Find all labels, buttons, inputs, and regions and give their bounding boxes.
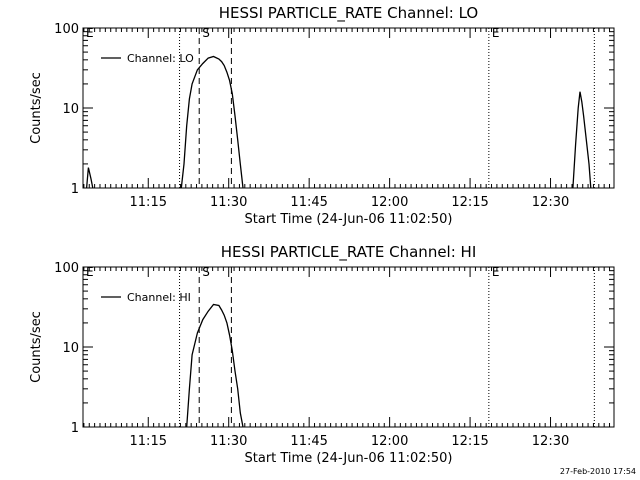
panel1-y-tick-label: 1 xyxy=(71,182,79,197)
panel1-x-tick-label: 11:30 xyxy=(210,195,247,210)
panel1-marker-label: E xyxy=(86,26,94,40)
footer-timestamp: 27-Feb-2010 17:54 xyxy=(560,467,636,476)
panel1-x-tick-label: 11:15 xyxy=(130,195,167,210)
panel1-x-tick-label: 12:15 xyxy=(451,195,488,210)
panel2-x-tick-label: 11:45 xyxy=(290,434,327,449)
panel2-x-tick-label: 11:15 xyxy=(130,434,167,449)
panel1-x-axis-label: Start Time (24-Jun-06 11:02:50) xyxy=(245,212,453,227)
panel1-series-line-segment-1 xyxy=(85,167,94,189)
panel1-x-tick-label: 12:00 xyxy=(371,195,408,210)
panel1-x-tick-label: 12:30 xyxy=(532,195,569,210)
panel2-x-axis-label: Start Time (24-Jun-06 11:02:50) xyxy=(245,451,453,466)
panel1-y-tick-label: 10 xyxy=(62,102,79,117)
panel1-marker-label: S xyxy=(202,26,210,40)
panel2-y-tick-label: 1 xyxy=(71,421,79,436)
panel2-marker-label: S xyxy=(202,265,210,279)
panel1-series-line-segment-2 xyxy=(180,55,244,189)
panel2-y-tick-label: 10 xyxy=(62,341,79,356)
panel2-x-tick-label: 12:30 xyxy=(532,434,569,449)
panel2-x-tick-label: 11:30 xyxy=(210,434,247,449)
panel2-legend-label: Channel: HI xyxy=(127,291,191,304)
panel1-y-tick-label: 100 xyxy=(54,22,79,37)
panel1-series-line-segment-3 xyxy=(572,91,592,189)
panel1-y-axis-label: Counts/sec xyxy=(29,72,44,144)
panel1-marker-label: E xyxy=(492,26,500,40)
panel2-x-tick-label: 12:00 xyxy=(371,434,408,449)
panel1-x-tick-label: 11:45 xyxy=(290,195,327,210)
panel2-y-axis-label: Counts/sec xyxy=(29,311,44,383)
panel2-series-line-segment-1 xyxy=(186,303,244,428)
panel2-marker-label: E xyxy=(86,265,94,279)
panel1-title: HESSI PARTICLE_RATE Channel: LO xyxy=(219,4,478,23)
panel2-marker-label: E xyxy=(492,265,500,279)
panel2-title: HESSI PARTICLE_RATE Channel: HI xyxy=(221,243,477,262)
panel2-x-tick-label: 12:15 xyxy=(451,434,488,449)
panel1-legend-label: Channel: LO xyxy=(127,52,194,65)
panel2-y-tick-label: 100 xyxy=(54,261,79,276)
